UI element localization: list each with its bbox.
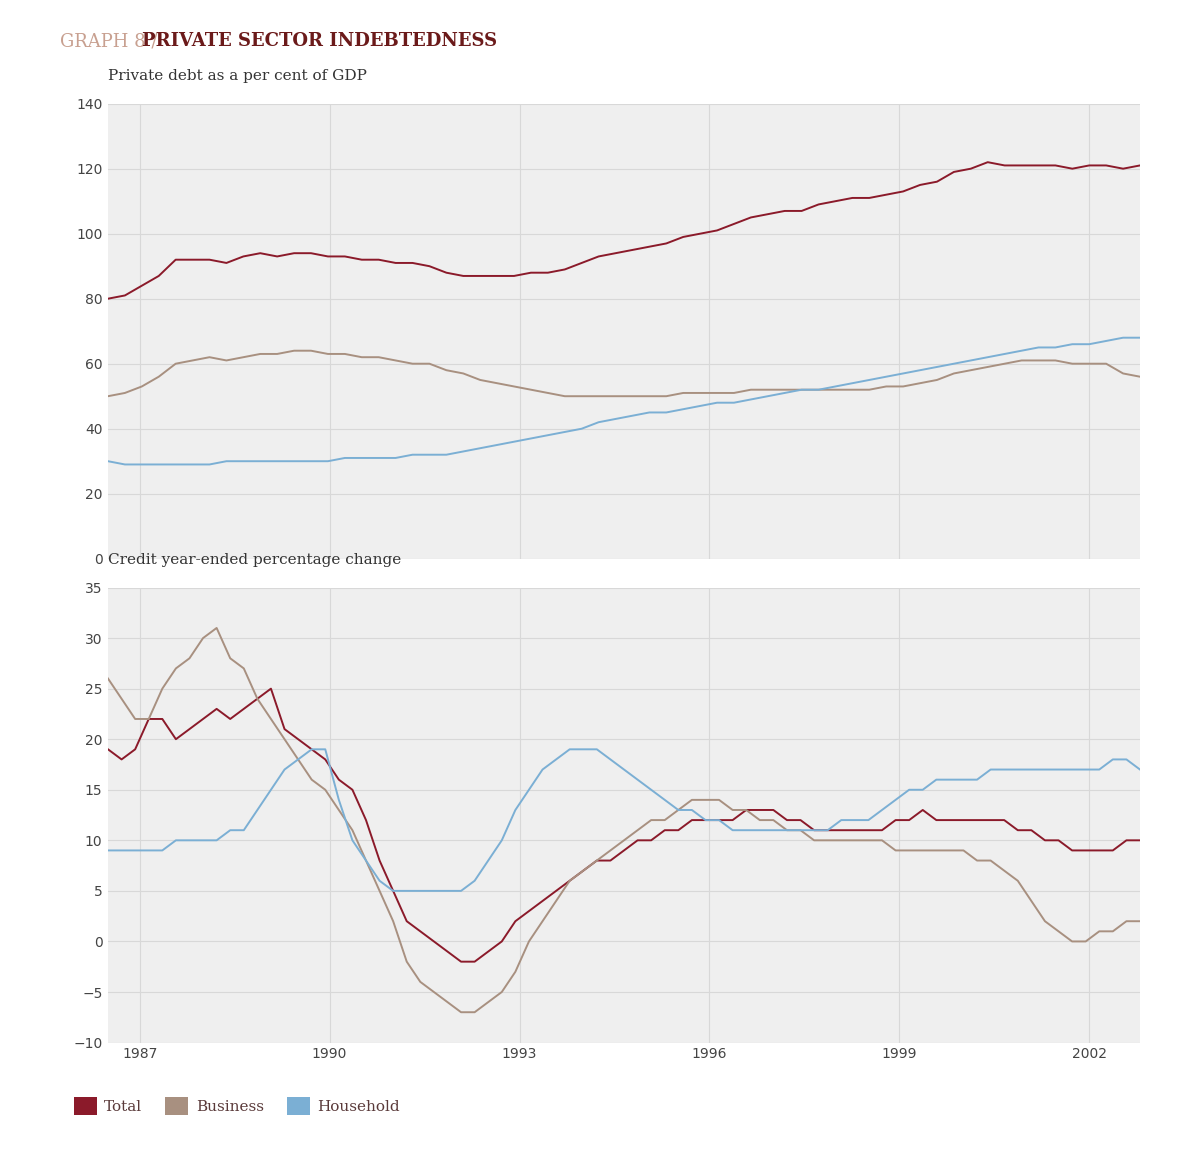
Legend: Total, Business, Household: Total, Business, Household bbox=[67, 1091, 406, 1121]
Text: Private debt as a per cent of GDP: Private debt as a per cent of GDP bbox=[108, 69, 367, 83]
Text: Credit year-ended percentage change: Credit year-ended percentage change bbox=[108, 553, 401, 567]
Text: PRIVATE SECTOR INDEBTEDNESS: PRIVATE SECTOR INDEBTEDNESS bbox=[142, 32, 497, 51]
Text: GRAPH 8 /: GRAPH 8 / bbox=[60, 32, 163, 51]
